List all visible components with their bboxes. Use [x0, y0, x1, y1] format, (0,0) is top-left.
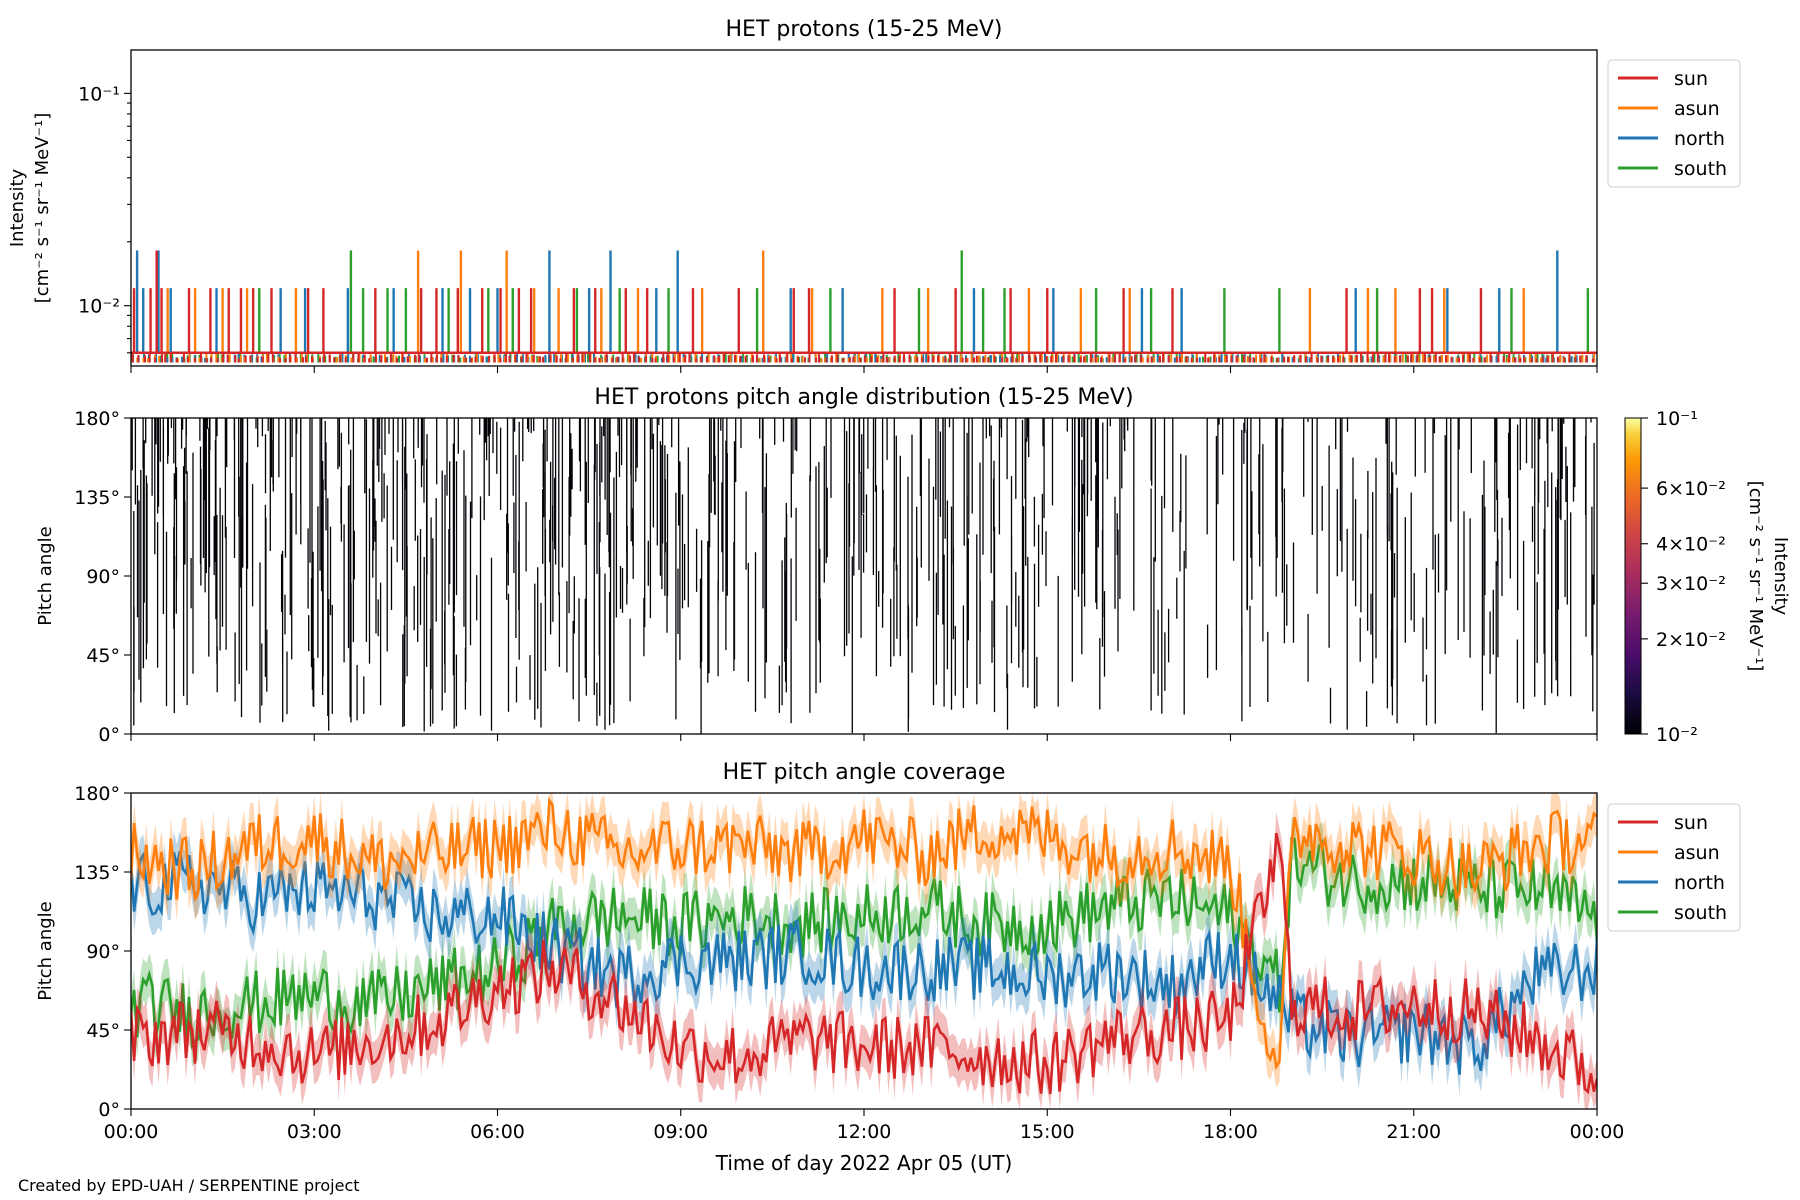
panel-3-legend-label-south: south [1674, 902, 1727, 924]
panel-2-ytick-label-2: 90° [86, 566, 120, 588]
coverage-series-sun [131, 812, 1597, 1109]
colorbar-tick-label-1: 6×10⁻² [1656, 478, 1726, 500]
panel-3-xtick-label-0: 00:00 [104, 1121, 159, 1143]
panel-3-title: HET pitch angle coverage [723, 760, 1006, 785]
panel-1-ylabel-line1: Intensity [7, 168, 28, 247]
panel-3-xtick-label-4: 12:00 [837, 1121, 892, 1143]
panel-2-ytick-label-4: 180° [74, 408, 120, 430]
panel-2-x-ticks [130, 734, 1598, 741]
panel-3-xtick-label-3: 09:00 [653, 1121, 708, 1143]
panel-3-xtick-label-1: 03:00 [287, 1121, 342, 1143]
panel-3-y-ticks: 0° 45° 90° 135° 180° [74, 783, 131, 1121]
colorbar-label-line2: [cm⁻² s⁻¹ sr⁻¹ MeV⁻¹] [1745, 481, 1766, 672]
panel-1-legend-entries: sun asun north south [1618, 68, 1727, 180]
colorbar-label-line1: Intensity [1770, 537, 1791, 616]
panel-3-ylabel: Pitch angle [35, 901, 56, 1000]
pad-streaks [131, 418, 1595, 734]
panel-1-y-ticks: 10⁻¹ 10⁻² [78, 83, 131, 354]
panel-1-ylabel-line2: [cm⁻² s⁻¹ sr⁻¹ MeV⁻¹] [32, 113, 53, 304]
panel-3-xtick-label-6: 18:00 [1203, 1121, 1258, 1143]
footer-credit: Created by EPD-UAH / SERPENTINE project [18, 1176, 360, 1195]
panel-3-legend-label-north: north [1674, 872, 1725, 894]
panel-3-x-ticks: 00:00 03:00 06:00 09:00 12:00 15:00 18:00 21:00… [104, 1109, 1625, 1143]
panel-1-legend-label-south: south [1674, 158, 1727, 180]
panel-2-ytick-label-0: 0° [98, 724, 120, 746]
panel-3-ytick-label-2: 90° [86, 941, 120, 963]
panel-3-legend: sun asun north south [1607, 803, 1741, 932]
panel-pad: HET protons pitch angle distribution (15… [35, 385, 1791, 746]
panel-3-ytick-label-0: 0° [98, 1099, 120, 1121]
panel-2-ylabel: Pitch angle [35, 526, 56, 625]
colorbar-tick-label-4: 2×10⁻² [1656, 629, 1726, 651]
panel-3-legend-label-sun: sun [1674, 812, 1708, 834]
panel-3-ytick-label-4: 180° [74, 783, 120, 805]
colorbar-tick-label-0: 10⁻¹ [1656, 408, 1698, 430]
intensity-series-south [131, 250, 1597, 363]
colorbar-tick-label-3: 3×10⁻² [1656, 573, 1726, 595]
panel-intensity: HET protons (15-25 MeV) 10⁻¹ 10⁻² Intensi… [7, 17, 1741, 373]
coverage-series-asun [131, 793, 1597, 1088]
panel-2-ytick-label-3: 135° [74, 487, 120, 509]
panel-1-legend-label-asun: asun [1674, 98, 1720, 120]
intensity-series-sun [131, 250, 1597, 363]
panel-1-legend-label-sun: sun [1674, 68, 1708, 90]
panel-2-ytick-label-1: 45° [86, 645, 120, 667]
intensity-plot-area [131, 250, 1597, 363]
panel-1-legend: sun asun north south [1607, 59, 1741, 188]
panel-1-ytick-label-0: 10⁻¹ [78, 83, 120, 105]
panel-1-ytick-label-1: 10⁻² [78, 296, 120, 318]
panel-3-legend-box [1607, 803, 1741, 932]
panel-3-xtick-label-8: 00:00 [1570, 1121, 1625, 1143]
colorbar-tick-label-5: 10⁻² [1656, 724, 1698, 746]
panel-3-ytick-label-3: 135° [74, 862, 120, 884]
panel-3-legend-label-asun: asun [1674, 842, 1720, 864]
colorbar: 10⁻¹ 6×10⁻² 4×10⁻² 3×10⁻² 2×10⁻² 10⁻² Intensi… [1624, 408, 1791, 746]
panel-3-legend-entries: sun asun north south [1618, 812, 1727, 924]
colorbar-ticks: 10⁻¹ 6×10⁻² 4×10⁻² 3×10⁻² 2×10⁻² 10⁻² [1641, 408, 1726, 746]
coverage-line-asun [131, 796, 1597, 1071]
panel-2-y-ticks: 0° 45° 90° 135° 180° [74, 408, 131, 746]
panel-3-ytick-label-1: 45° [86, 1020, 120, 1042]
panel-coverage: HET pitch angle coverage 0° 45° 90° 135° 180… [35, 760, 1741, 1175]
coverage-plot-area [131, 793, 1597, 1109]
colorbar-gradient [1624, 417, 1642, 735]
colorbar-tick-label-2: 4×10⁻² [1656, 534, 1726, 556]
pad-heatmap-area [131, 418, 1595, 734]
intensity-baseline-sun [131, 352, 1594, 363]
coverage-line-sun [131, 832, 1597, 1095]
panel-1-legend-label-north: north [1674, 128, 1725, 150]
panel-3-xtick-label-5: 15:00 [1020, 1121, 1075, 1143]
x-axis-label: Time of day 2022 Apr 05 (UT) [715, 1151, 1013, 1175]
panel-1-legend-box [1607, 59, 1741, 188]
panel-3-xtick-label-7: 21:00 [1386, 1121, 1441, 1143]
panel-3-xtick-label-2: 06:00 [470, 1121, 525, 1143]
panel-1-title: HET protons (15-25 MeV) [726, 17, 1003, 42]
panel-2-title: HET protons pitch angle distribution (15… [594, 385, 1133, 410]
panel-1-x-ticks [130, 366, 1598, 373]
coverage-line-south [131, 837, 1597, 1050]
